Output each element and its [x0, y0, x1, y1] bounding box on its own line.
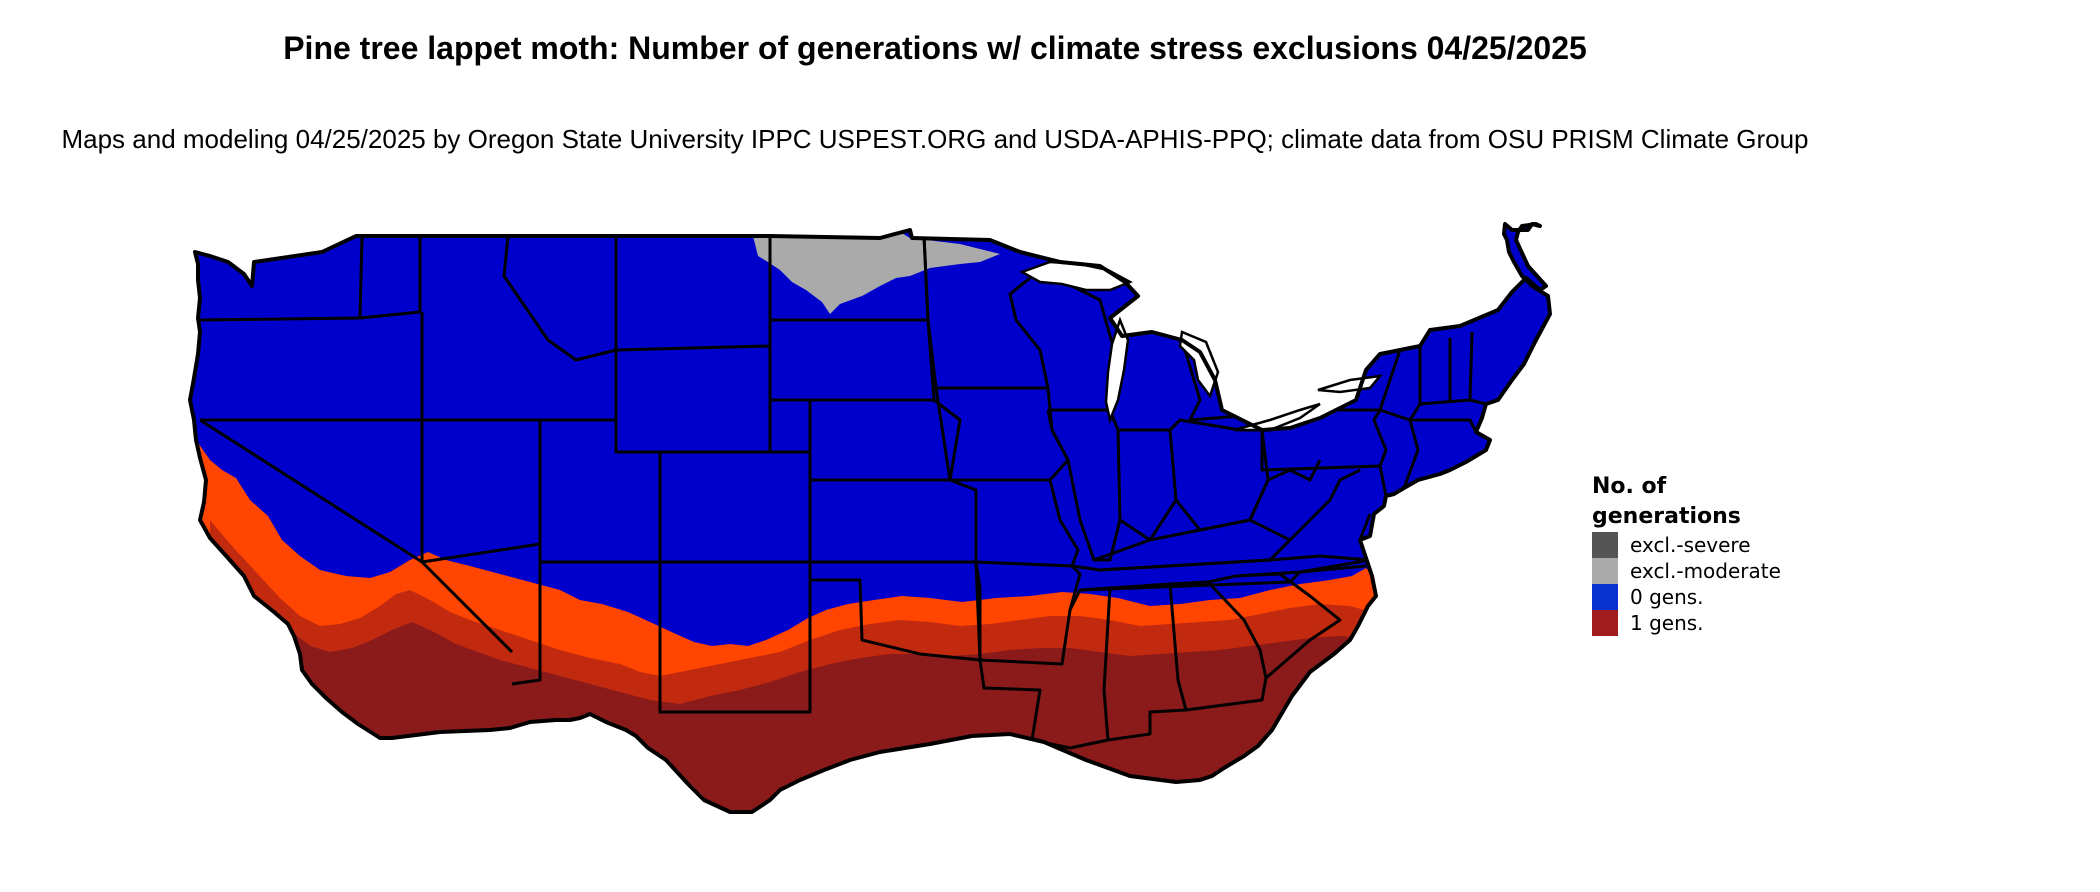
map-title: Pine tree lappet moth: Number of generat… [283, 30, 1587, 66]
legend: No. of generations excl.-severe excl.-mo… [1592, 472, 1792, 636]
zone-layers [190, 224, 1550, 812]
map-subtitle: Maps and modeling 04/25/2025 by Oregon S… [61, 124, 1809, 154]
legend-title: No. of generations [1592, 474, 1741, 529]
legend-item-one-gens: 1 gens. [1592, 610, 1792, 636]
legend-swatch-zero-gens [1592, 584, 1618, 610]
legend-label-excl-severe: excl.-severe [1630, 533, 1751, 557]
legend-label-excl-moderate: excl.-moderate [1630, 559, 1781, 583]
zone-excl-moderate [752, 232, 1000, 314]
legend-item-excl-moderate: excl.-moderate [1592, 558, 1792, 584]
legend-item-zero-gens: 0 gens. [1592, 584, 1792, 610]
legend-swatch-excl-severe [1592, 532, 1618, 558]
legend-swatch-excl-moderate [1592, 558, 1618, 584]
lake-huron [1178, 330, 1220, 399]
lake-michigan [1104, 316, 1130, 425]
legend-label-one-gens: 1 gens. [1630, 611, 1704, 635]
legend-label-zero-gens: 0 gens. [1630, 585, 1704, 609]
legend-item-excl-severe: excl.-severe [1592, 532, 1792, 558]
legend-swatch-one-gens [1592, 610, 1618, 636]
